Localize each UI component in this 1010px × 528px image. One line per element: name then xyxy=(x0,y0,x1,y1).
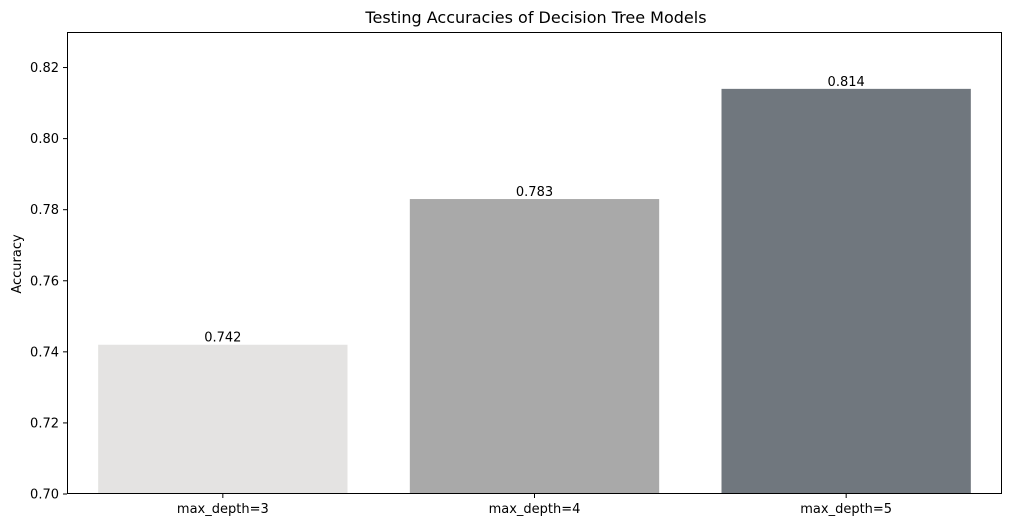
bar-max_depth=4 xyxy=(409,199,660,494)
x-tick-label: max_depth=5 xyxy=(800,502,892,517)
bar-value-label: 0.814 xyxy=(828,75,865,90)
bar-value-label: 0.783 xyxy=(516,185,553,200)
plot-frame xyxy=(67,32,1002,494)
chart-title: Testing Accuracies of Decision Tree Mode… xyxy=(364,8,706,27)
y-tick-label: 0.82 xyxy=(30,61,59,76)
y-axis-ticks: 0.70 0.72 0.74 0.76 0.78 0.80 0.82 xyxy=(30,61,67,503)
bar-max_depth=5 xyxy=(721,88,971,494)
bar-max_depth=3 xyxy=(98,344,348,494)
y-tick-label: 0.70 xyxy=(30,488,59,503)
y-tick-label: 0.72 xyxy=(30,416,59,431)
x-tick-label: max_depth=3 xyxy=(177,502,269,517)
x-tick-label: max_depth=4 xyxy=(489,502,581,517)
bar-value-label: 0.742 xyxy=(204,331,241,346)
value-labels: 0.742 0.783 0.814 xyxy=(204,75,865,346)
y-tick-label: 0.74 xyxy=(30,345,59,360)
y-tick-label: 0.76 xyxy=(30,274,59,289)
y-tick-label: 0.78 xyxy=(30,203,59,218)
y-axis-label: Accuracy xyxy=(10,234,25,294)
bars xyxy=(98,88,971,494)
x-axis-ticks: max_depth=3 max_depth=4 max_depth=5 xyxy=(177,494,892,517)
y-tick-label: 0.80 xyxy=(30,132,59,147)
